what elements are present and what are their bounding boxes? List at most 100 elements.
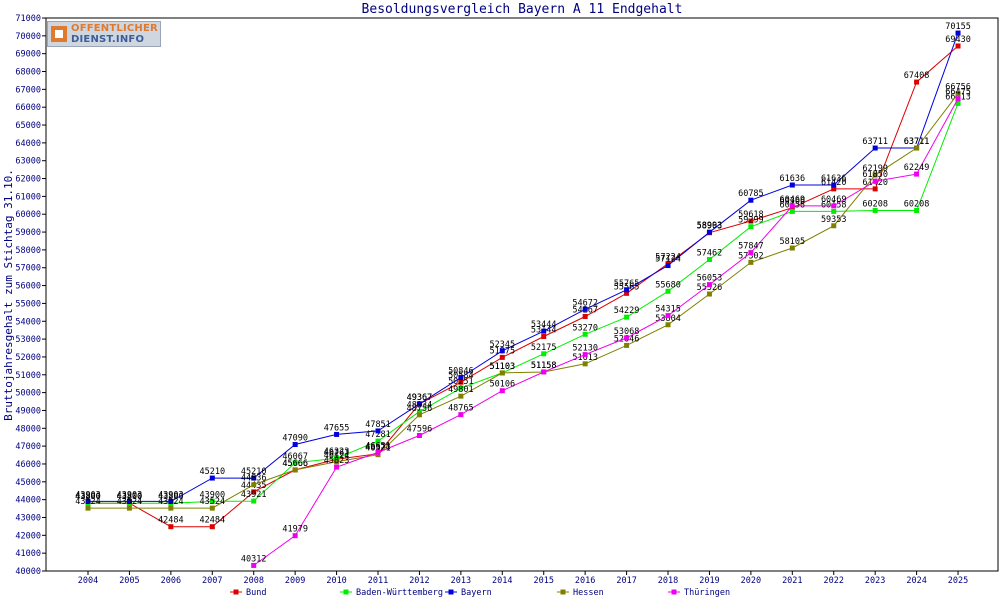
y-tick-label: 66000 [15,103,41,113]
data-point [706,282,712,288]
data-label: 47851 [365,420,391,430]
data-point [706,229,712,235]
data-point [831,186,837,192]
logo-text-top: OFFENTLICHER [71,23,158,34]
y-tick-label: 56000 [15,282,41,292]
data-point [126,498,132,504]
data-point [624,287,630,293]
data-point [458,385,464,391]
x-tick-label: 2012 [409,576,429,586]
data-point [334,455,340,461]
legend-marker [343,589,349,595]
data-label: 57847 [738,242,764,252]
x-tick-label: 2019 [699,576,719,586]
y-axis-label: Bruttojahresgehalt zum Stichtag 31.10. [2,169,15,421]
data-label: 60785 [738,189,764,199]
data-point [375,428,381,434]
data-point [416,409,422,415]
data-point [416,401,422,407]
data-point [748,224,754,230]
series-line [88,32,959,502]
data-point [251,482,257,488]
data-label: 53270 [572,323,598,333]
y-tick-label: 43000 [15,513,41,523]
data-point [334,431,340,437]
x-tick-label: 2021 [782,576,802,586]
x-tick-label: 2020 [741,576,761,586]
legend-marker [560,589,566,595]
x-tick-label: 2022 [823,576,843,586]
data-label: 48765 [448,404,474,414]
data-label: 60366 [780,197,806,207]
data-point [624,342,630,348]
data-label: 52130 [572,344,598,354]
data-point [499,348,505,354]
data-label: 53444 [531,320,557,330]
data-label: 43800 [117,492,143,502]
y-tick-label: 58000 [15,246,41,256]
data-point [706,291,712,297]
data-point [251,562,257,568]
data-point [665,288,671,294]
data-point [831,223,837,229]
data-point [375,449,381,455]
data-point [126,505,132,511]
data-point [458,393,464,399]
y-tick-label: 51000 [15,371,41,381]
y-tick-label: 48000 [15,424,41,434]
data-point [292,533,298,539]
data-point [251,498,257,504]
x-tick-label: 2023 [865,576,885,586]
y-tick-label: 57000 [15,264,41,274]
data-point [582,306,588,312]
y-tick-label: 53000 [15,335,41,345]
data-label: 57302 [738,251,764,261]
y-tick-label: 69000 [15,50,41,60]
y-tick-label: 68000 [15,68,41,78]
data-point [292,467,298,473]
data-label: 55526 [697,283,723,293]
data-label: 43903 [75,490,101,500]
data-label: 46578 [365,443,391,453]
data-label: 60208 [862,200,888,210]
data-label: 52175 [531,343,557,353]
data-label: 46124 [324,451,350,461]
data-point [168,498,174,504]
data-point [541,369,547,375]
data-label: 43800 [117,492,143,502]
data-point [665,263,671,269]
data-point [665,322,671,328]
data-label: 45823 [324,456,350,466]
y-tick-label: 71000 [15,14,41,24]
y-tick-label: 40000 [15,567,41,577]
data-label: 49367 [407,393,433,403]
data-label: 60469 [821,195,847,205]
data-label: 59618 [738,210,764,220]
x-tick-label: 2014 [492,576,512,586]
data-label: 58963 [697,222,723,232]
data-point [251,489,257,495]
data-label: 51103 [490,362,516,372]
data-label: 46067 [282,452,308,462]
data-label: 49367 [407,393,433,403]
data-label: 62199 [862,164,888,174]
data-label: 50106 [490,380,516,390]
data-point [209,498,215,504]
data-label: 40312 [241,554,267,564]
data-label: 63711 [904,137,930,147]
data-point [251,475,257,481]
data-point [624,290,630,296]
x-tick-label: 2013 [451,576,471,586]
data-label: 59353 [821,215,847,225]
x-tick-label: 2006 [161,576,181,586]
data-label: 55765 [614,279,640,289]
data-label: 45210 [199,467,225,477]
data-point [872,186,878,192]
y-tick-label: 42000 [15,531,41,541]
data-point [624,335,630,341]
x-tick-label: 2011 [368,576,388,586]
data-point [789,208,795,214]
y-tick-label: 52000 [15,353,41,363]
data-point [582,352,588,358]
data-label: 54229 [614,306,640,316]
